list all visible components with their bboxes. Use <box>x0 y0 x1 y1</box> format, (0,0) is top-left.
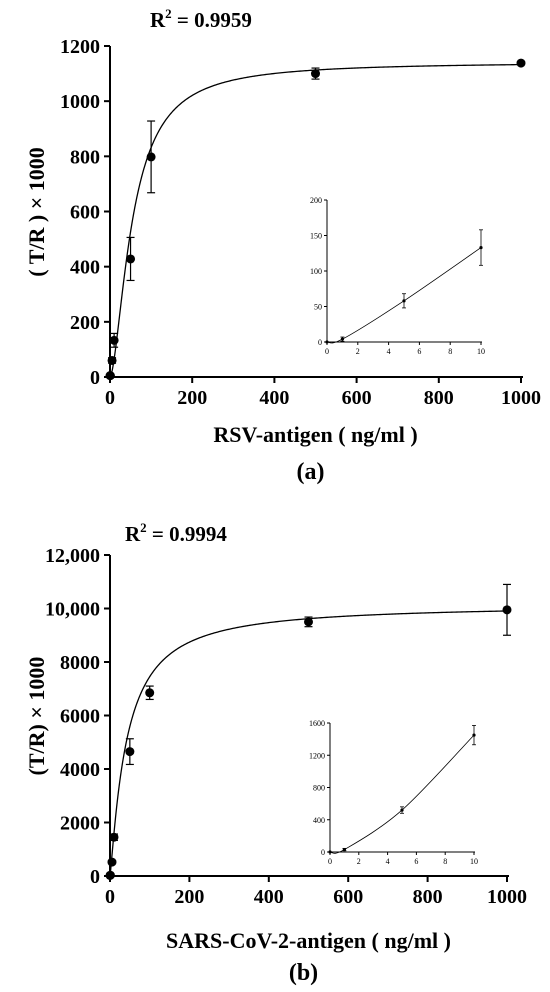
data-point <box>502 605 512 615</box>
inset-y-tick-label: 50 <box>314 303 322 312</box>
y-tick-label: 400 <box>70 257 100 279</box>
inset-data-point <box>340 337 344 341</box>
data-point <box>146 152 156 162</box>
inset-y-tick-label: 0 <box>318 338 322 347</box>
x-tick-label: 1000 <box>501 387 541 409</box>
inset-y-tick-label: 150 <box>310 232 322 241</box>
data-point <box>311 69 320 79</box>
inset-x-tick-label: 8 <box>443 857 447 866</box>
inset-x-tick-label: 10 <box>477 347 485 356</box>
x-tick-label: 800 <box>424 387 454 409</box>
x-tick-label: 800 <box>413 886 443 908</box>
data-point <box>109 832 119 842</box>
y-axis-label: ( T/R ) × 1000 <box>24 147 49 276</box>
x-tick-label: 600 <box>342 387 372 409</box>
inset-data-point <box>325 340 329 344</box>
inset-y-tick-label: 1200 <box>309 751 325 760</box>
y-tick-label: 4000 <box>60 759 100 781</box>
inset-data-point <box>472 733 476 737</box>
inset-data-point <box>328 850 332 854</box>
data-point <box>516 58 526 68</box>
r-squared-sup: 2 <box>165 6 172 21</box>
y-tick-label: 200 <box>70 312 100 334</box>
y-tick-label: 1200 <box>60 36 100 58</box>
inset-y-tick-label: 400 <box>313 816 325 825</box>
data-point <box>109 335 119 345</box>
inset-y-tick-label: 0 <box>321 848 325 857</box>
inset-chart: 0 2 4 6 8 10 0 400 800 1200 1600 <box>309 719 478 866</box>
inset-y-tick-label: 1600 <box>309 719 325 728</box>
x-tick-label: 0 <box>105 886 115 908</box>
y-tick-label: 10,000 <box>45 599 100 621</box>
inset-fit-curve <box>329 734 475 854</box>
y-tick-label: 0 <box>90 367 100 389</box>
r-squared-annotation: R2 = 0.9959 <box>150 6 252 32</box>
x-tick-label: 0 <box>105 387 115 409</box>
data-point <box>145 688 155 698</box>
inset-x-tick-label: 0 <box>325 347 329 356</box>
r-squared-value: = 0.9994 <box>147 522 228 546</box>
fit-curve <box>109 63 522 378</box>
inset-x-tick-label: 6 <box>417 347 421 356</box>
y-tick-label: 600 <box>70 202 100 224</box>
x-axis-label: SARS-CoV-2-antigen ( ng/ml ) <box>166 928 451 953</box>
data-point <box>107 355 117 365</box>
r-squared-annotation: R2 = 0.9994 <box>125 520 227 546</box>
inset-x-tick-label: 0 <box>328 857 332 866</box>
data-point <box>105 870 115 880</box>
data-point <box>126 254 136 264</box>
y-tick-label: 8000 <box>60 652 100 674</box>
inset-fit-curve <box>326 247 482 344</box>
x-tick-label: 400 <box>259 387 289 409</box>
inset-x-tick-label: 8 <box>448 347 452 356</box>
panel-label: (a) <box>297 459 325 485</box>
fit-curve <box>109 610 508 877</box>
inset-x-tick-label: 2 <box>357 857 361 866</box>
y-tick-label: 6000 <box>60 706 100 728</box>
x-tick-label: 1000 <box>487 886 527 908</box>
x-tick-label: 400 <box>254 886 284 908</box>
r-squared-base: R <box>150 8 166 32</box>
y-tick-label: 0 <box>90 866 100 888</box>
data-point <box>125 747 135 757</box>
panel-label: (b) <box>289 960 318 986</box>
inset-x-tick-label: 6 <box>414 857 418 866</box>
inset-x-tick-label: 4 <box>386 857 390 866</box>
inset-x-tick-label: 4 <box>387 347 391 356</box>
inset-data-point <box>342 847 346 852</box>
y-tick-label: 2000 <box>60 813 100 835</box>
y-tick-label: 800 <box>70 146 100 168</box>
x-tick-label: 200 <box>174 886 204 908</box>
r-squared-value: = 0.9959 <box>172 8 252 32</box>
y-tick-label: 1000 <box>60 91 100 113</box>
inset-x-tick-label: 10 <box>470 857 478 866</box>
inset-data-point <box>402 299 406 303</box>
x-tick-label: 200 <box>177 387 207 409</box>
x-axis-label: RSV-antigen ( ng/ml ) <box>213 422 417 447</box>
inset-y-tick-label: 200 <box>310 196 322 205</box>
y-tick-label: 12,000 <box>45 545 100 567</box>
data-point <box>105 371 115 381</box>
x-tick-label: 600 <box>333 886 363 908</box>
inset-y-tick-label: 800 <box>313 784 325 793</box>
inset-data-point <box>400 808 404 812</box>
inset-y-tick-label: 100 <box>310 267 322 276</box>
chart-panel-b: 0 200 400 600 800 10000200040006000800010,000… <box>24 520 527 986</box>
r-squared-sup: 2 <box>140 520 147 535</box>
data-point <box>304 617 313 627</box>
inset-data-point <box>479 245 483 250</box>
r-squared-base: R <box>125 522 141 546</box>
y-axis-label: (T/R) × 1000 <box>24 657 49 776</box>
inset-x-tick-label: 2 <box>356 347 360 356</box>
chart-panel-a: 0 200 400 600 800 1000020040060080010001200RS… <box>24 6 541 485</box>
data-point <box>107 857 117 867</box>
